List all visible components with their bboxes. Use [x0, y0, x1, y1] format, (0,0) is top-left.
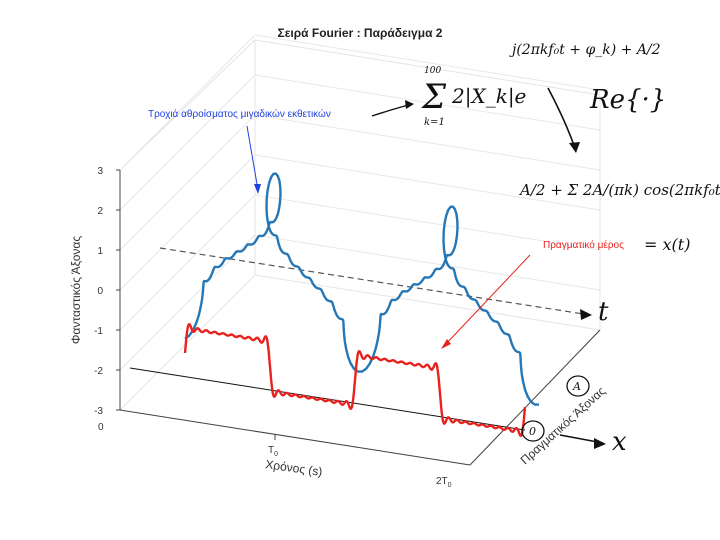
gridline	[254, 34, 601, 91]
y-tick-label: -3	[94, 406, 103, 417]
gridline	[119, 194, 256, 331]
hw-arrow-down-head	[569, 142, 580, 153]
hw-x-arrowhead	[594, 438, 606, 449]
hw-arrow-down	[547, 87, 576, 149]
hw-circle-A	[566, 375, 590, 397]
series-blue-trajectory	[184, 172, 539, 406]
x-tick-T0: T0	[268, 445, 278, 458]
series-red-real-part	[183, 323, 527, 437]
gridline	[119, 154, 256, 291]
hw-formula: A/2 + Σ 2A/(πk) cos(2πkf₀t − π/2)	[518, 181, 720, 199]
x-axis-line	[119, 409, 471, 466]
hw-exponent: j(2πkf₀t + φ_k) + A/2	[509, 42, 661, 58]
gridline	[119, 74, 256, 211]
y-tick-label: -2	[94, 366, 103, 377]
y-tick-label: -1	[94, 326, 103, 337]
y-tick-label: 3	[97, 166, 103, 177]
t-arrowhead	[580, 309, 592, 320]
red-annotation: Πραγματικό μέρος	[543, 239, 624, 251]
gridline	[254, 154, 601, 211]
dashed-time-axis	[159, 247, 591, 316]
hw-arrow-to-sum-head	[405, 100, 414, 109]
gridline	[254, 234, 601, 291]
gridline	[254, 194, 601, 251]
red-arrowhead	[441, 339, 451, 349]
hw-sigma-1: Σ	[420, 77, 447, 117]
hw-x-label: x	[612, 427, 627, 457]
hw-circle-0	[521, 420, 545, 442]
gridline	[119, 274, 256, 411]
y-tick-label: 0	[97, 286, 103, 297]
hw-t-label: t	[598, 297, 609, 327]
gridline	[119, 114, 256, 251]
gridline	[119, 34, 256, 171]
gridline	[254, 74, 601, 131]
gridline	[254, 274, 601, 331]
blue-arrowhead	[254, 184, 261, 194]
y-tick-label: 2	[97, 206, 103, 217]
handwritten-notes: 100 Σ k=1 2|X_k|e j(2πkf₀t + φ_k) + A/2 …	[371, 42, 720, 457]
z-axis-line	[469, 329, 601, 466]
red-arrow	[444, 254, 531, 346]
blue-annotation: Τροχιά αθροίσματος μιγαδικών εκθετικών	[148, 108, 331, 120]
blue-arrow	[246, 125, 259, 191]
horizontal-gridlines	[119, 34, 601, 411]
hw-sum-lower: k=1	[424, 117, 445, 128]
y-axis-label: Φανταστικός Άξονας	[69, 236, 83, 344]
chart-title: Σειρά Fourier : Παράδειγμα 2	[278, 26, 443, 40]
y-tick-label: 1	[97, 246, 103, 257]
hw-re: Re{·}	[589, 85, 666, 115]
x-axis-label: Χρόνος (s)	[265, 457, 324, 479]
gridline	[254, 114, 601, 171]
real-x-axis	[129, 367, 526, 431]
hw-eq: = x(t)	[644, 235, 690, 254]
hw-sum-body: 2|X_k|e	[451, 84, 526, 109]
y-ticks: 3 2 1 0 -1 -2 -3	[94, 166, 120, 417]
hw-A-label: A	[572, 380, 581, 393]
x-tick-2T0: 2T0	[436, 476, 452, 489]
hw-0-label: 0	[529, 425, 536, 438]
x-tick-0: 0	[98, 422, 104, 433]
hw-sum-upper: 100	[424, 66, 441, 76]
